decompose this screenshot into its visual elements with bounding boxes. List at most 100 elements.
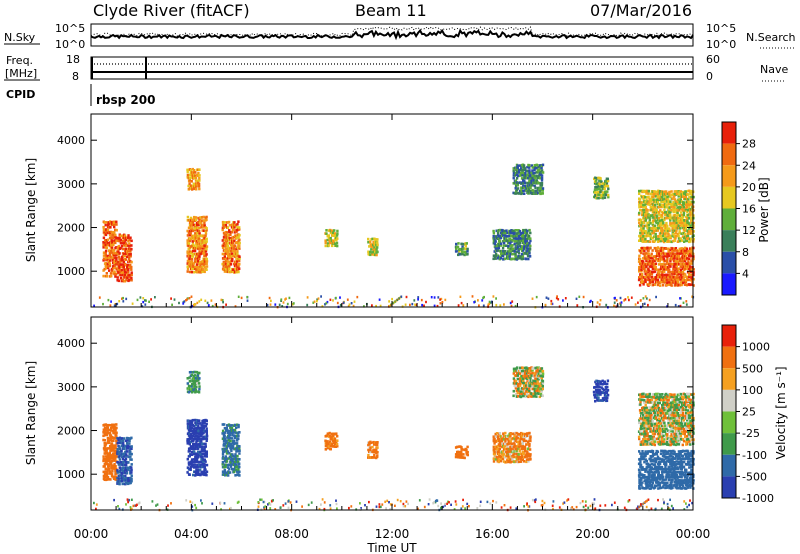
ground-scatter-cell (107, 298, 110, 302)
echo-cell-11 (639, 393, 642, 396)
noise-right-label: N.Search (746, 31, 796, 44)
echo-cell-2 (186, 471, 189, 474)
echo-cell-1 (129, 260, 132, 263)
echo-cell-0 (114, 228, 117, 232)
echo-cell-1 (130, 276, 133, 280)
ground-scatter-cell (691, 295, 694, 298)
echo-cell-8 (522, 369, 525, 373)
ground-scatter-cell (396, 298, 399, 301)
echo-cell-11 (642, 227, 645, 230)
echo-cell-11 (657, 235, 661, 238)
echo-cell-10 (605, 391, 609, 395)
echo-cell-2 (199, 422, 202, 425)
echo-cell-3 (190, 388, 193, 391)
echo-cell-12 (667, 250, 670, 253)
echo-cell-9 (509, 450, 512, 453)
echo-cell-8 (517, 192, 521, 195)
echo-cell-8 (528, 179, 531, 183)
echo-cell-0 (114, 275, 117, 278)
echo-cell-10 (593, 396, 597, 399)
echo-cell-0 (103, 439, 107, 442)
echo-cell-12 (648, 283, 651, 286)
ground-scatter-cell (173, 298, 176, 301)
echo-cell-2 (205, 259, 209, 263)
echo-cell-3 (187, 390, 191, 394)
echo-cell-4 (237, 437, 240, 441)
echo-cell-9 (503, 455, 507, 459)
colorbar-tick-label: 28 (742, 138, 756, 151)
echo-cell-9 (494, 235, 498, 238)
echo-cell-1 (130, 452, 133, 456)
echo-cell-11 (677, 221, 680, 224)
echo-cell-11 (678, 201, 681, 204)
echo-cell-2 (200, 440, 203, 443)
echo-cell-12 (640, 263, 643, 266)
echo-cell-8 (528, 181, 531, 184)
echo-cell-3 (186, 173, 190, 177)
echo-cell-12 (668, 280, 671, 284)
echo-cell-8 (527, 176, 530, 180)
echo-cell-1 (117, 271, 120, 274)
echo-cell-9 (527, 460, 530, 463)
echo-cell-4 (225, 428, 229, 432)
echo-cell-4 (238, 244, 241, 247)
echo-cell-11 (644, 237, 647, 241)
echo-cell-2 (205, 439, 208, 442)
echo-cell-8 (512, 394, 515, 398)
echo-cell-5 (335, 443, 339, 446)
echo-cell-2 (195, 444, 199, 448)
echo-cell-12 (675, 255, 678, 258)
echo-cell-1 (118, 474, 121, 477)
echo-cell-2 (202, 241, 205, 245)
echo-cell-0 (115, 267, 118, 270)
echo-cell-4 (223, 423, 226, 426)
ground-scatter-cell (647, 303, 649, 307)
echo-cell-9 (526, 229, 529, 233)
echo-cell-2 (190, 436, 194, 440)
echo-cell-1 (130, 271, 133, 274)
echo-cell-8 (530, 164, 533, 167)
echo-cell-12 (671, 257, 674, 260)
echo-cell-11 (664, 213, 667, 217)
echo-cell-12 (668, 254, 671, 257)
echo-cell-1 (122, 252, 126, 256)
echo-cell-11 (659, 209, 662, 212)
echo-cell-11 (645, 411, 648, 414)
echo-cell-4 (234, 267, 237, 271)
echo-cell-5 (335, 432, 338, 435)
echo-cell-7 (460, 446, 463, 449)
echo-cell-8 (536, 380, 539, 383)
echo-cell-10 (596, 185, 599, 189)
echo-cell-4 (231, 249, 235, 253)
echo-cell-7 (460, 450, 463, 454)
echo-cell-1 (124, 474, 127, 478)
echo-cell-11 (681, 215, 685, 219)
echo-cell-1 (130, 265, 133, 269)
echo-cell-1 (117, 250, 120, 253)
echo-cell-8 (531, 369, 534, 372)
echo-cell-8 (537, 392, 540, 395)
echo-cell-1 (127, 268, 130, 272)
echo-cell-0 (110, 442, 114, 445)
echo-cell-9 (497, 255, 501, 259)
echo-cell-10 (599, 380, 602, 383)
echo-cell-11 (684, 190, 688, 193)
ground-scatter-cell (240, 296, 243, 300)
echo-cell-1 (120, 437, 123, 440)
echo-cell-8 (541, 163, 545, 167)
echo-cell-12 (669, 259, 672, 263)
echo-cell-12 (686, 267, 689, 270)
echo-cell-4 (238, 446, 241, 450)
echo-cell-11 (686, 237, 690, 240)
echo-cell-0 (109, 272, 113, 275)
echo-cell-11 (639, 429, 642, 433)
echo-cell-9 (493, 237, 496, 241)
echo-cell-7 (463, 456, 466, 460)
echo-cell-11 (671, 227, 674, 230)
echo-cell-2 (192, 438, 196, 441)
echo-cell-9 (521, 442, 524, 446)
echo-cell-2 (200, 262, 203, 266)
echo-cell-9 (517, 453, 520, 456)
echo-cell-6 (375, 253, 378, 257)
